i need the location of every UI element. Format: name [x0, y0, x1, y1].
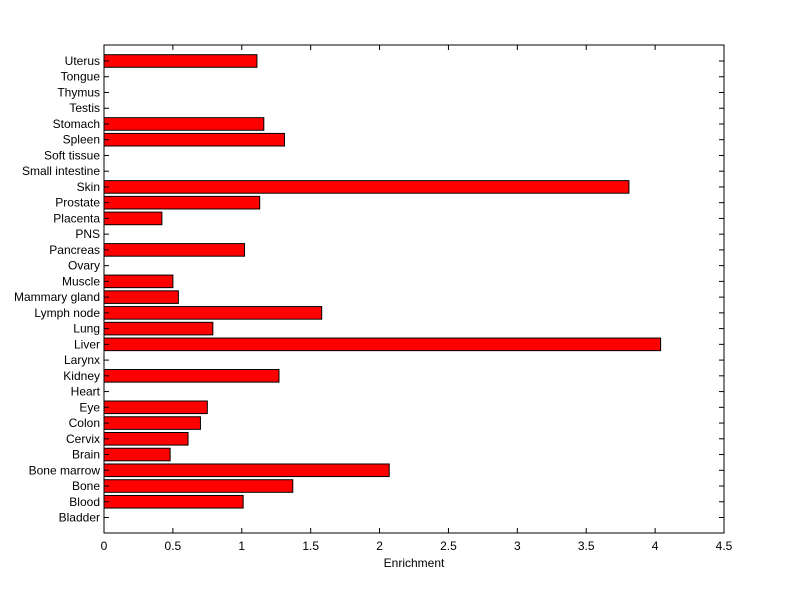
y-tick-label: Larynx	[64, 353, 100, 367]
y-tick-label: Blood	[69, 495, 100, 509]
x-ticks-group: 0 0.5 1 1.5 2 2.5 3 3.5 4 4.5	[101, 45, 733, 553]
x-axis-title: Enrichment	[384, 556, 445, 570]
bar-spleen	[103, 132, 285, 147]
x-tick-label: 4	[652, 539, 659, 553]
y-tick-label: Placenta	[53, 211, 100, 225]
plot-frame	[103, 44, 725, 534]
y-tick-label: Brain	[72, 448, 100, 462]
bar-colon	[103, 416, 201, 430]
bar-eye	[103, 400, 208, 415]
x-tick-label: 3.5	[578, 539, 595, 553]
bar-lung	[103, 321, 214, 336]
bar-uterus	[103, 54, 258, 68]
y-tick-label: Kidney	[63, 369, 100, 383]
y-tick-label: Lung	[73, 322, 100, 336]
y-tick-label: PNS	[75, 227, 100, 241]
x-tick-label: 0.5	[165, 539, 182, 553]
bar-liver	[103, 337, 662, 352]
bar-pancreas	[103, 243, 246, 257]
y-tick-label: Heart	[71, 385, 101, 399]
y-tick-label: Testis	[69, 101, 100, 115]
y-tick-label: Pancreas	[49, 243, 100, 257]
y-tick-label: Stomach	[53, 117, 100, 131]
y-tick-label: Spleen	[63, 133, 100, 147]
bar-kidney	[103, 369, 280, 383]
bar-muscle	[103, 274, 174, 289]
bar-prostate	[103, 195, 261, 210]
bar-lymph-node	[103, 306, 323, 320]
y-tick-label: Tongue	[61, 70, 101, 84]
x-tick-label: 3	[514, 539, 521, 553]
y-tick-label: Prostate	[55, 196, 100, 210]
bar-mammary-gland	[103, 290, 179, 304]
y-tick-label: Skin	[77, 180, 100, 194]
y-tick-label: Mammary gland	[14, 290, 100, 304]
y-tick-label: Bladder	[59, 511, 100, 525]
bar-bone	[103, 479, 294, 493]
y-tick-label: Bone	[72, 479, 100, 493]
y-tick-label: Thymus	[57, 85, 100, 99]
x-tick-label: 2.5	[440, 539, 457, 553]
bar-cervix	[103, 432, 189, 446]
y-tick-label: Liver	[74, 337, 100, 351]
y-tick-label: Lymph node	[34, 306, 100, 320]
y-tick-label: Colon	[69, 416, 100, 430]
y-tick-label: Soft tissue	[44, 148, 100, 162]
x-tick-label: 1.5	[302, 539, 319, 553]
bar-stomach	[103, 117, 265, 131]
y-tick-label: Uterus	[65, 54, 100, 68]
bar-blood	[103, 494, 244, 509]
y-tick-label: Muscle	[62, 274, 100, 288]
y-tick-label: Small intestine	[22, 164, 100, 178]
y-tick-label: Bone marrow	[29, 463, 101, 477]
y-tick-label: Eye	[79, 400, 100, 414]
bar-placenta	[103, 211, 163, 226]
x-tick-label: 1	[238, 539, 245, 553]
bar-bone-marrow	[103, 463, 390, 478]
x-tick-label: 2	[376, 539, 383, 553]
x-tick-label: 0	[101, 539, 108, 553]
bar-brain	[103, 447, 171, 462]
bar-skin	[103, 180, 630, 194]
y-tick-label: Ovary	[68, 259, 100, 273]
y-tick-label: Cervix	[66, 432, 100, 446]
x-tick-label: 4.5	[716, 539, 733, 553]
